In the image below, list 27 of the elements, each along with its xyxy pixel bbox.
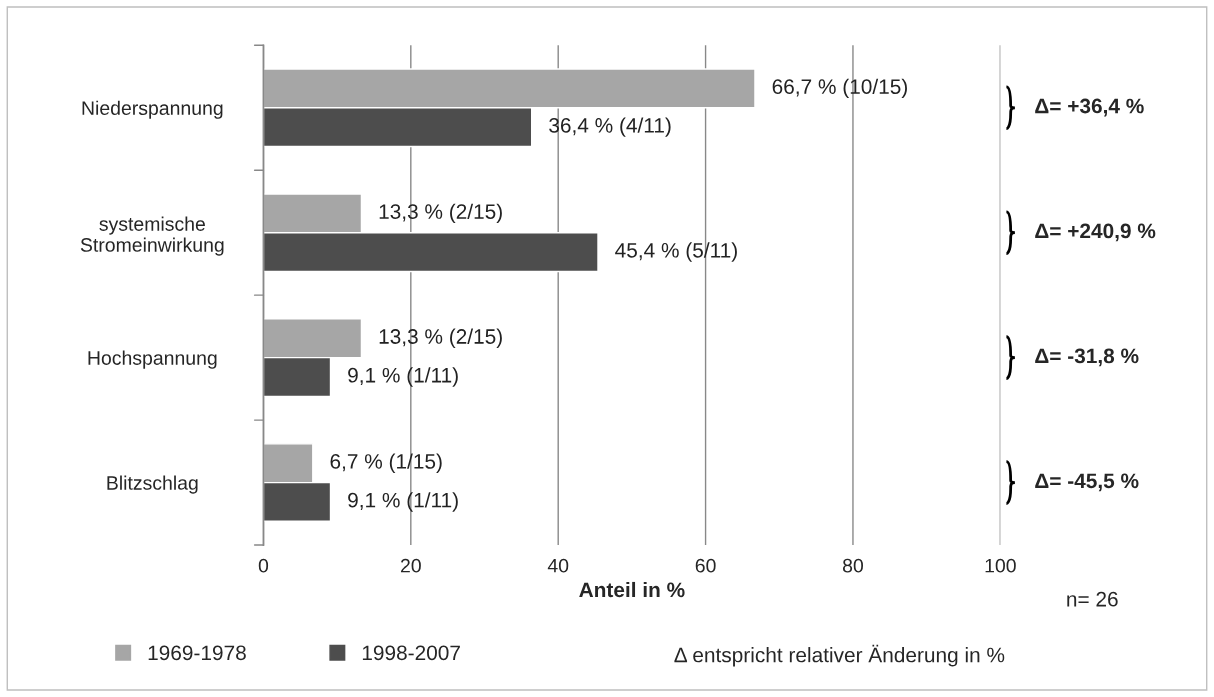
- legend-label: 1969-1978: [148, 645, 246, 661]
- x-axis-title: Anteil in %: [579, 581, 685, 598]
- x-tick-label: 80: [842, 558, 864, 573]
- data-label: 66,7 % (10/15): [772, 78, 907, 99]
- y-tick-label: Hochspannung: [88, 350, 217, 369]
- text: Δ entspricht relativer Änderung in %: [674, 644, 1005, 667]
- data-label: 45,4 % (5/11): [615, 242, 737, 262]
- text: Δ= -45,5 %: [1035, 473, 1139, 492]
- text: n= 26: [1067, 591, 1118, 607]
- x-tick-label: 100: [985, 558, 1016, 573]
- x-tick-label: 40: [547, 558, 569, 573]
- data-label: 13,3 % (2/15): [379, 203, 502, 224]
- data-label: 9,1 % (1/11): [348, 492, 458, 512]
- data-label: 13,3 % (2/15): [379, 328, 502, 348]
- legend-label: 1998-2007: [362, 645, 460, 661]
- y-tick-label: Blitzschlag: [107, 475, 198, 494]
- data-label: 6,7 % (1/15): [330, 453, 442, 473]
- text: Δ= -31,8 %: [1035, 348, 1139, 367]
- y-tick-label: systemische Stromeinwirkung: [80, 216, 224, 256]
- text: Δ= +36,4 %: [1035, 98, 1144, 117]
- data-label: 36,4 % (4/11): [549, 117, 671, 137]
- x-tick-label: 60: [695, 558, 716, 573]
- x-tick-label: 20: [400, 558, 421, 573]
- x-tick-label: 0: [258, 558, 269, 573]
- text: Δ= +240,9 %: [1035, 223, 1156, 242]
- y-tick-label: Niederspannung: [82, 100, 223, 119]
- data-label: 9,1 % (1/11): [348, 367, 458, 387]
